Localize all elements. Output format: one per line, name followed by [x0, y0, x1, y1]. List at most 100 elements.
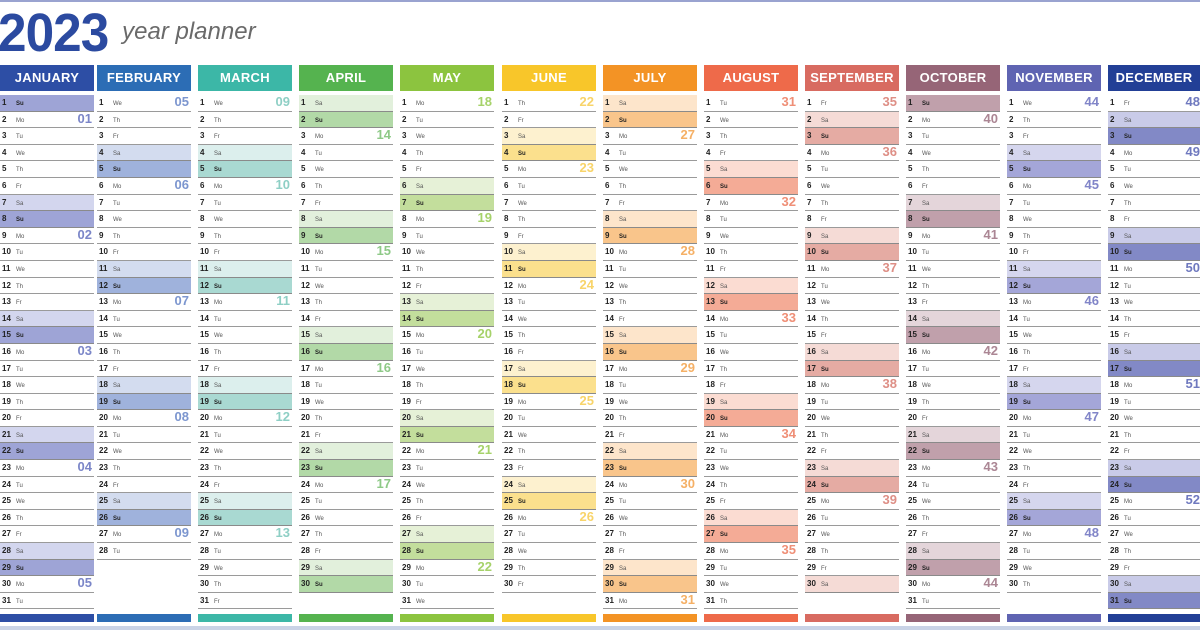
day-row[interactable]: 7 Su — [400, 194, 494, 212]
day-row[interactable]: 28 Tu — [1007, 543, 1101, 560]
day-row[interactable]: 26 Su — [198, 509, 292, 527]
day-row[interactable]: 1 We 09 — [198, 94, 292, 112]
day-row[interactable]: 26 Su — [97, 509, 191, 527]
day-row[interactable]: 14 Mo 33 — [704, 310, 798, 328]
day-row[interactable]: 10 Su — [1108, 244, 1200, 261]
day-row[interactable]: 20 Tu — [502, 410, 596, 427]
day-row[interactable]: 7 Sa — [906, 194, 1000, 212]
day-row[interactable]: 16 Su — [603, 343, 697, 361]
day-row[interactable]: 14 Fr — [603, 311, 697, 328]
day-row[interactable]: 29 We — [1007, 560, 1101, 577]
day-row[interactable]: 30 Su — [299, 576, 393, 593]
day-row[interactable]: 18 Tu — [603, 377, 697, 394]
day-row[interactable]: 11 Th — [400, 261, 494, 278]
day-row[interactable]: 6 We — [805, 178, 899, 195]
day-row[interactable]: 23 Su — [299, 460, 393, 477]
day-row[interactable]: 29 Tu — [704, 560, 798, 577]
day-row[interactable]: 29 Fr — [805, 560, 899, 577]
day-row[interactable]: 24 Su — [1108, 476, 1200, 494]
day-row[interactable]: 29 Su — [906, 559, 1000, 577]
day-row[interactable]: 13 Tu — [502, 294, 596, 311]
day-row[interactable]: 25 Su — [502, 493, 596, 510]
day-row[interactable]: 16 Sa — [805, 343, 899, 361]
day-row[interactable]: 31 Tu — [0, 593, 94, 610]
day-row[interactable]: 23 Sa — [805, 460, 899, 477]
day-row[interactable]: 12 Tu — [805, 278, 899, 295]
day-row[interactable]: 6 Tu — [502, 178, 596, 195]
day-row[interactable]: 30 Sa — [1108, 576, 1200, 593]
day-row[interactable]: 15 Sa — [603, 327, 697, 344]
day-row[interactable]: 24 Sa — [502, 476, 596, 494]
day-row[interactable]: 11 Su — [502, 260, 596, 278]
day-row[interactable]: 29 Th — [502, 560, 596, 577]
day-row[interactable]: 28 Fr — [299, 543, 393, 560]
day-row[interactable]: 23 Sa — [1108, 460, 1200, 477]
day-row[interactable]: 22 Tu — [704, 443, 798, 461]
day-row[interactable]: 20 Fr — [0, 410, 94, 427]
day-row[interactable]: 16 Th — [198, 344, 292, 361]
day-row[interactable]: 16 Mo 03 — [0, 343, 94, 361]
day-row[interactable]: 27 Su — [704, 526, 798, 544]
day-row[interactable]: 10 Th — [704, 244, 798, 261]
day-row[interactable]: 2 Sa — [1108, 111, 1200, 129]
day-row[interactable]: 19 Fr — [400, 394, 494, 411]
day-row[interactable]: 6 Th — [603, 178, 697, 195]
day-row[interactable]: 22 We — [97, 443, 191, 461]
day-row[interactable]: 27 Mo 48 — [1007, 525, 1101, 544]
day-row[interactable]: 2 Su — [299, 111, 393, 129]
day-row[interactable]: 17 Fr — [97, 361, 191, 378]
day-row[interactable]: 29 Fr — [1108, 560, 1200, 577]
day-row[interactable]: 16 Th — [97, 344, 191, 361]
day-row[interactable]: 29 Sa — [603, 559, 697, 577]
day-row[interactable]: 22 Su — [0, 443, 94, 461]
day-row[interactable]: 27 Th — [299, 526, 393, 544]
day-row[interactable]: 28 We — [502, 543, 596, 560]
day-row[interactable]: 1 Su — [0, 95, 94, 112]
day-row[interactable]: 20 Fr — [906, 410, 1000, 427]
day-row[interactable]: 9 Sa — [1108, 227, 1200, 245]
day-row[interactable]: 9 Su — [603, 227, 697, 245]
day-row[interactable]: 2 Tu — [400, 112, 494, 129]
day-row[interactable]: 6 We — [1108, 178, 1200, 195]
day-row[interactable]: 8 Sa — [299, 211, 393, 228]
day-row[interactable]: 14 Sa — [906, 310, 1000, 328]
day-row[interactable]: 23 Tu — [400, 460, 494, 477]
day-row[interactable]: 27 We — [1108, 526, 1200, 544]
day-row[interactable]: 24 We — [400, 477, 494, 494]
day-row[interactable]: 1 Mo 18 — [400, 94, 494, 112]
day-row[interactable]: 20 Mo 47 — [1007, 409, 1101, 427]
day-row[interactable]: 12 Su — [198, 277, 292, 295]
day-row[interactable]: 12 Fr — [400, 278, 494, 295]
day-row[interactable]: 22 We — [198, 443, 292, 461]
day-row[interactable]: 17 Th — [704, 361, 798, 378]
day-row[interactable]: 1 Th 22 — [502, 94, 596, 112]
day-row[interactable]: 4 Th — [400, 145, 494, 162]
day-row[interactable]: 26 We — [603, 510, 697, 527]
day-row[interactable]: 26 Su — [1007, 509, 1101, 527]
day-row[interactable]: 2 Mo 01 — [0, 111, 94, 129]
day-row[interactable]: 15 Tu — [704, 327, 798, 344]
day-row[interactable]: 31 Mo 31 — [603, 592, 697, 610]
day-row[interactable]: 7 Th — [1108, 195, 1200, 212]
day-row[interactable]: 21 Th — [1108, 427, 1200, 444]
day-row[interactable]: 23 Th — [97, 460, 191, 477]
day-row[interactable]: 24 Fr — [1007, 477, 1101, 494]
day-row[interactable]: 5 Th — [0, 161, 94, 178]
day-row[interactable]: 28 Tu — [97, 543, 191, 560]
day-row[interactable]: 12 We — [299, 278, 393, 295]
day-row[interactable]: 28 Sa — [0, 543, 94, 560]
day-row[interactable]: 9 Mo 02 — [0, 227, 94, 245]
day-row[interactable]: 21 Tu — [97, 427, 191, 444]
day-row[interactable]: 28 Su — [400, 543, 494, 560]
day-row[interactable]: 6 Fr — [906, 178, 1000, 195]
day-row[interactable]: 4 We — [906, 145, 1000, 162]
day-row[interactable]: 27 Fr — [0, 526, 94, 544]
day-row[interactable]: 17 Fr — [1007, 361, 1101, 378]
day-row[interactable]: 2 Fr — [502, 112, 596, 129]
day-row[interactable]: 9 Mo 41 — [906, 227, 1000, 245]
day-row[interactable]: 9 Tu — [400, 228, 494, 245]
day-row[interactable]: 13 Fr — [0, 294, 94, 311]
day-row[interactable]: 3 Mo 14 — [299, 127, 393, 145]
day-row[interactable]: 7 Th — [805, 195, 899, 212]
day-row[interactable]: 27 We — [805, 526, 899, 544]
